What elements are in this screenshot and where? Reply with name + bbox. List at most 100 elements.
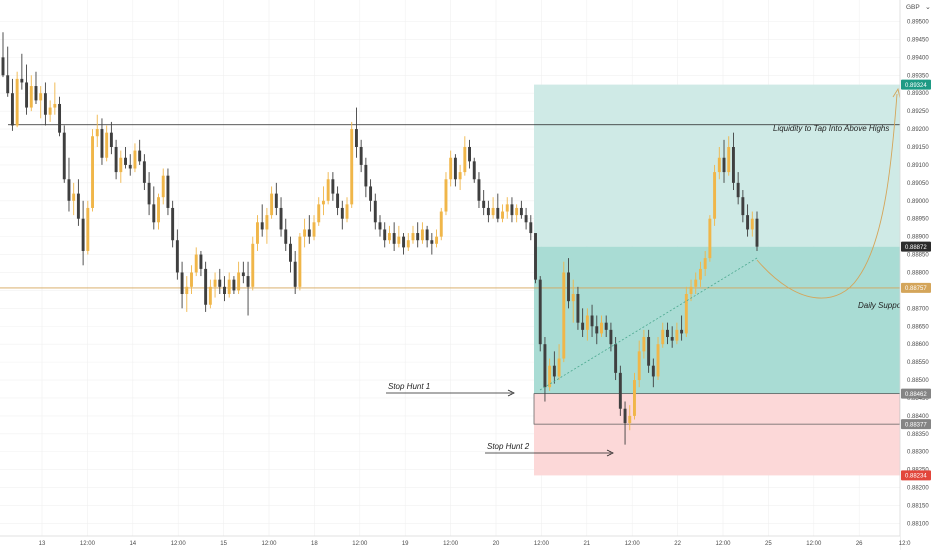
candle-body [67, 179, 71, 201]
candle-body [656, 344, 660, 377]
candle-body [354, 129, 358, 147]
candle-body [727, 146, 731, 173]
price-tick-label: 0.89250 [907, 109, 929, 115]
candle-body [402, 236, 406, 248]
candle-body [25, 82, 29, 108]
candle-body [369, 186, 373, 201]
candle-body [105, 132, 109, 158]
candle-body [124, 157, 127, 165]
candle-body [585, 315, 589, 330]
candle-body [623, 408, 627, 424]
entry-zone [534, 246, 900, 394]
candle-body [505, 204, 509, 212]
price-tick-label: 0.89450 [907, 37, 929, 43]
candle-body [449, 157, 453, 180]
candle-body [731, 146, 735, 183]
candle-body [364, 164, 368, 187]
candle-body [199, 254, 203, 269]
price-tick-label: 0.88950 [907, 217, 929, 223]
candle-body [1, 57, 5, 76]
candle-body [647, 337, 651, 366]
price-axis[interactable]: GBP ⌄ 0.89500 0.89450 0.89400 0.89350 0.8930… [899, 0, 932, 550]
candle-body [458, 172, 462, 180]
candle-body [321, 200, 325, 205]
price-tick-label: 0.88300 [907, 450, 929, 456]
candle-body [411, 233, 415, 241]
candle-body [284, 229, 288, 244]
time-tick-label: 20 [493, 541, 500, 547]
candle-body [373, 200, 377, 223]
price-tick-label: 0.88550 [907, 360, 929, 366]
price-tick-label: 0.88900 [907, 235, 929, 241]
candle-body [571, 293, 575, 302]
candle-body [298, 236, 302, 287]
price-label-text: 0.88234 [905, 474, 927, 480]
candle-body [666, 329, 669, 338]
price-label-text: 0.88872 [905, 245, 927, 251]
projection-arrow-head [892, 87, 901, 99]
price-tick-label: 0.88850 [907, 253, 929, 259]
price-tick-label: 0.88150 [907, 504, 929, 510]
projection-curve [756, 93, 898, 299]
candle-body [614, 344, 618, 373]
time-axis[interactable]: 13 12:00 14 12:00 15 12:00 18 12:00 19 12:00 20 12:… [0, 535, 911, 550]
candle-body [147, 182, 151, 205]
candle-body [359, 146, 363, 165]
candle-body [331, 179, 335, 194]
price-tick-label: 0.88100 [907, 521, 929, 527]
candle-body [48, 107, 52, 115]
candle-body [600, 322, 603, 334]
candle-body [562, 272, 566, 359]
time-tick-label: 12:00 [171, 541, 187, 547]
candle-body [15, 78, 19, 126]
price-tick-label: 0.88350 [907, 432, 929, 438]
candle-body [552, 365, 556, 377]
price-tick-label: 0.88450 [907, 396, 929, 402]
candle-body [576, 293, 580, 323]
candle-body [670, 337, 674, 341]
stop-hunt-1-arrow-head [507, 389, 515, 397]
candle-body [741, 197, 745, 216]
time-tick-label: 21 [583, 541, 590, 547]
candle-body [58, 103, 62, 133]
candle-body [185, 286, 189, 294]
candle-body [491, 207, 495, 216]
candle-body [463, 146, 467, 173]
candle-body [260, 222, 264, 230]
candle-body [722, 157, 726, 173]
candle-body [293, 261, 297, 287]
candle-body [204, 268, 208, 305]
candle-body [420, 229, 424, 241]
candle-body [241, 272, 245, 277]
candle-body [557, 358, 561, 377]
candle-body [543, 344, 547, 388]
candle-body [303, 229, 307, 237]
price-tick-label: 0.89350 [907, 73, 929, 79]
candle-body [265, 215, 269, 230]
candle-body [251, 243, 255, 287]
candle-body [595, 326, 599, 334]
candle-body [703, 258, 707, 269]
candle-body [392, 233, 396, 244]
candle-body [581, 322, 585, 330]
candle-body [91, 136, 94, 208]
candle-body [496, 207, 500, 219]
candle-body [109, 132, 113, 147]
time-tick-label: 19 [402, 541, 409, 547]
price-label-box [901, 470, 931, 481]
annotation-stop-hunt-1: Stop Hunt 1 [388, 382, 430, 391]
price-tick-label: 0.89050 [907, 181, 929, 187]
candle-body [237, 272, 241, 291]
time-tick-label: 12:00 [80, 541, 96, 547]
candle-body [708, 218, 712, 259]
chevron-down-icon[interactable]: ⌄ [925, 4, 931, 11]
time-tick-label: 15 [220, 541, 227, 547]
candle-body [435, 236, 439, 244]
candle-body [246, 276, 250, 287]
candle-body [750, 218, 754, 230]
candle-body [232, 279, 236, 291]
candle-body [350, 129, 354, 205]
candle-body [39, 93, 43, 101]
candle-body [175, 240, 179, 273]
